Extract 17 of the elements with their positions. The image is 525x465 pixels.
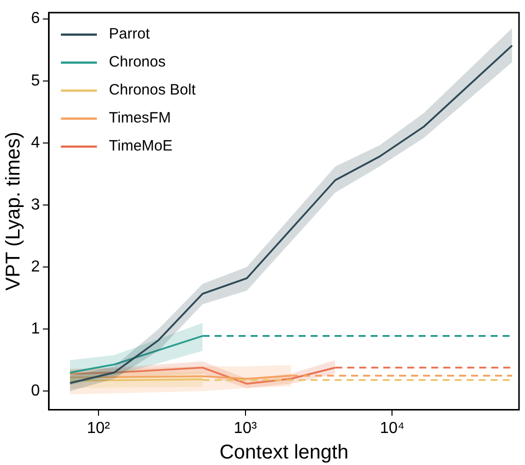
- y-tick-label: 4: [30, 134, 40, 152]
- x-tick-label: 10²: [86, 420, 111, 437]
- legend-label: TimesFM: [108, 110, 171, 127]
- legend-label: TimeMoE: [108, 138, 173, 155]
- y-tick-label: 3: [30, 196, 40, 214]
- y-axis-title: VPT (Lyap. times): [2, 132, 25, 291]
- legend-label: Chronos Bolt: [108, 82, 196, 99]
- legend-label: Parrot: [108, 26, 151, 43]
- y-tick-label: 1: [30, 320, 40, 338]
- legend-label: Chronos: [108, 54, 166, 71]
- y-tick-label: 2: [30, 258, 40, 276]
- y-tick-label: 6: [30, 10, 40, 28]
- y-tick-label: 5: [30, 72, 40, 90]
- y-tick-label: 0: [30, 382, 40, 400]
- x-tick-label: 10³: [234, 420, 258, 437]
- x-axis-title: Context length: [219, 442, 348, 464]
- x-tick-label: 10⁴: [380, 420, 405, 437]
